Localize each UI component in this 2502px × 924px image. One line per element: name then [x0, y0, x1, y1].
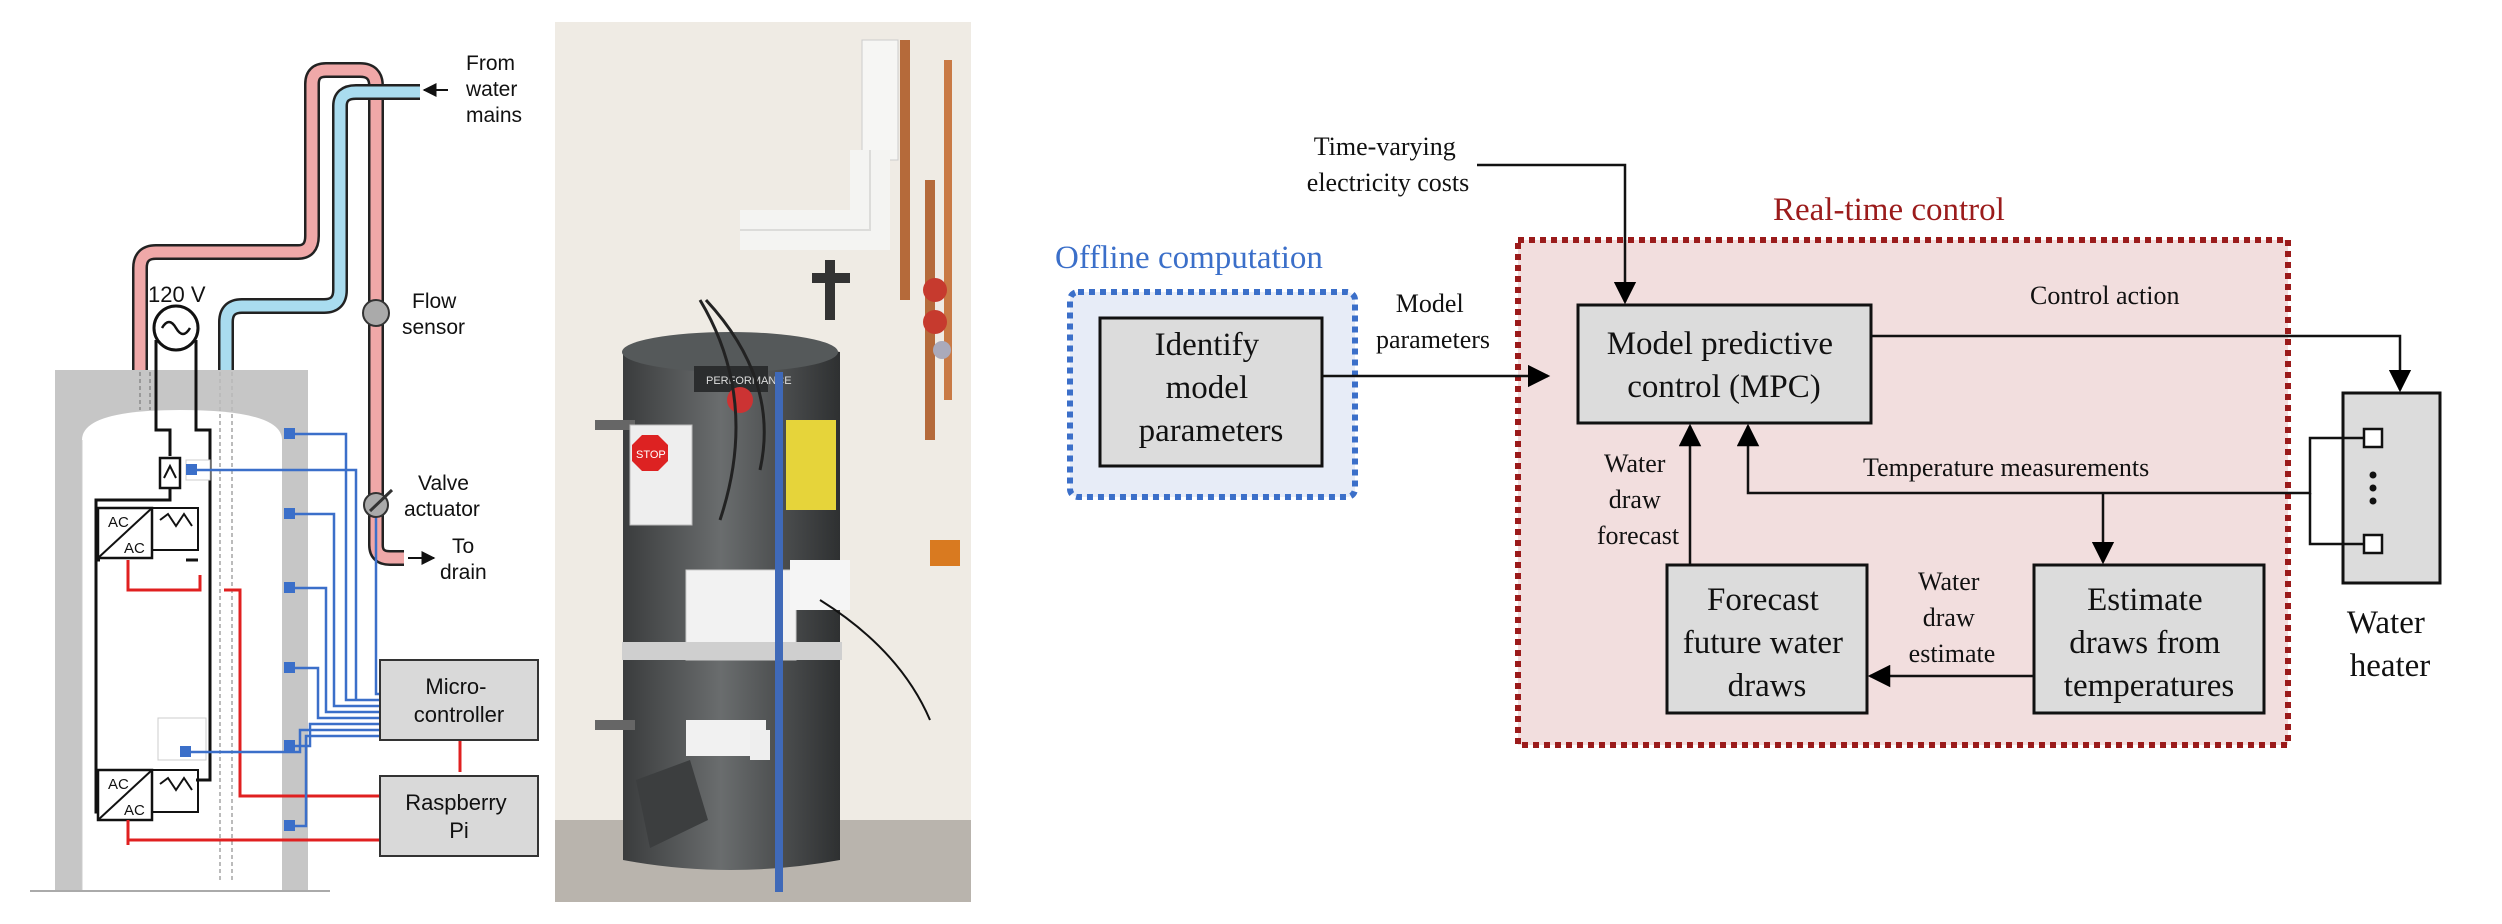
photo-stop-label: STOP — [636, 449, 666, 461]
raspberry-pi-box — [379, 775, 539, 857]
raspberry-pi-label: Raspberry Pi — [405, 790, 513, 843]
forecast-label: Forecast future water draws — [1683, 582, 1852, 704]
water-draw-estimate-label: Water draw estimate — [1909, 567, 1996, 668]
temperature-measurements-label: Temperature measurements — [1863, 453, 2149, 482]
temperature-sensor-markers — [180, 428, 295, 831]
electricity-costs-label: Time-varying electricity costs — [1307, 132, 1469, 197]
from-mains-label: From water mains — [465, 52, 523, 127]
top-sensor-icon — [2362, 427, 2384, 449]
water-heater-label: Water heater — [2347, 605, 2433, 684]
water-heater-box — [2341, 391, 2442, 585]
cold-pipe-outline — [218, 84, 420, 380]
cold-pipe — [220, 86, 420, 380]
relay-bottom-label-in: AC — [108, 776, 129, 793]
flow-sensor-label: Flow sensor — [402, 290, 465, 339]
thermostat-icon — [158, 456, 182, 490]
heater-photo: PERFORMANCE STOP — [555, 22, 971, 902]
mpc-label: Model predictive control (MPC) — [1607, 326, 1842, 405]
realtime-title: Real-time control — [1773, 192, 2005, 228]
heating-element-bottom-icon — [159, 776, 193, 792]
relay-bottom-label-out: AC — [124, 802, 145, 819]
photo-brand-label: PERFORMANCE — [706, 375, 792, 387]
heating-element-icon — [159, 512, 193, 528]
water-draw-forecast-label: Water draw forecast — [1597, 449, 1680, 550]
costs-arrow — [1477, 163, 1637, 305]
temperature-arrow-lower — [2308, 493, 2364, 546]
mpc-box — [1576, 303, 1873, 425]
control-block-diagram: Offline computation Real-time control Id… — [1055, 132, 2442, 748]
hot-pipe — [134, 64, 382, 545]
valve-actuator-label: Valve actuator — [404, 472, 480, 521]
relay-top-label-in: AC — [108, 514, 129, 531]
microcontroller-label: Micro- controller — [414, 674, 504, 727]
microcontroller-box — [379, 659, 539, 741]
voltage-label: 120 V — [148, 282, 206, 307]
relay-top-label-out: AC — [124, 540, 145, 557]
estimate-box — [2032, 563, 2266, 715]
model-parameters-label: Model parameters — [1376, 289, 1490, 354]
control-action-arrow — [1871, 334, 2412, 393]
forecast-box — [1665, 563, 1869, 715]
estimate-label: Estimate draws from temperatures — [2064, 582, 2234, 704]
bottom-sensor-icon — [2362, 533, 2384, 555]
identify-parameters-box — [1098, 316, 1324, 468]
control-action-label: Control action — [2030, 281, 2179, 310]
flow-sensor-icon — [362, 299, 390, 327]
offline-title: Offline computation — [1055, 240, 1323, 276]
to-drain-label: To drain — [440, 535, 487, 584]
identify-parameters-label: Identify model parameters — [1139, 327, 1284, 449]
heater-schematic: 120 V AC AC AC AC — [30, 52, 539, 892]
